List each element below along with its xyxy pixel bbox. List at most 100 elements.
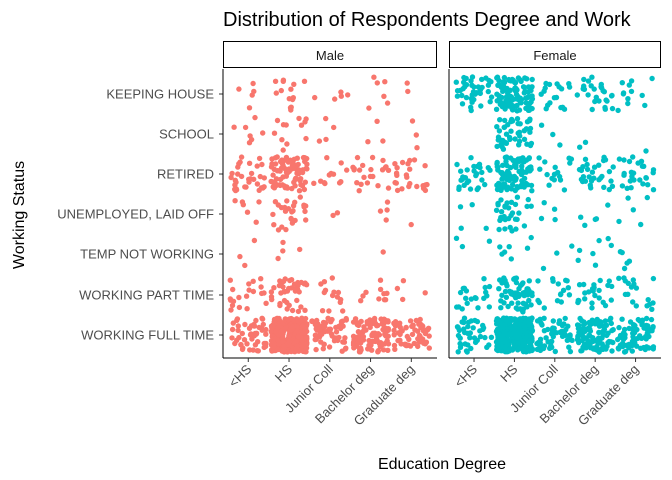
data-point: [503, 294, 510, 300]
data-point: [626, 82, 632, 88]
data-point: [465, 319, 472, 325]
data-point: [368, 166, 374, 173]
data-point: [628, 284, 635, 290]
data-point: [372, 338, 379, 345]
data-point: [471, 163, 477, 170]
data-point: [377, 277, 384, 283]
data-point: [230, 286, 236, 293]
y-tick-label: TEMP NOT WORKING: [80, 247, 214, 262]
data-point: [566, 344, 572, 350]
data-point: [502, 154, 509, 161]
data-point: [471, 335, 478, 341]
data-point: [228, 307, 234, 313]
data-point: [365, 139, 371, 145]
data-point: [260, 130, 266, 136]
data-point: [385, 347, 391, 353]
data-point: [494, 326, 501, 332]
data-point: [279, 338, 286, 345]
data-point: [228, 174, 234, 181]
data-point: [519, 346, 526, 353]
data-point: [246, 105, 253, 111]
data-point: [301, 78, 308, 85]
data-point: [322, 180, 328, 187]
data-point: [229, 170, 235, 177]
data-point: [303, 341, 309, 347]
data-point: [250, 80, 256, 87]
data-point: [414, 183, 420, 190]
data-point: [461, 326, 467, 332]
data-point: [270, 211, 276, 218]
data-point: [544, 171, 550, 178]
data-point: [526, 278, 532, 284]
data-point: [500, 137, 506, 144]
data-point: [650, 187, 657, 193]
chart-title: Distribution of Respondents Degree and W…: [223, 9, 632, 31]
data-point: [280, 147, 286, 153]
data-point: [377, 208, 384, 214]
data-point: [419, 322, 425, 329]
y-tick-label: UNEMPLOYED, LAID OFF: [57, 207, 214, 222]
data-point: [633, 285, 640, 291]
data-point: [554, 81, 560, 87]
data-point: [499, 292, 505, 298]
data-point: [287, 277, 293, 284]
data-point: [283, 169, 290, 175]
data-point: [335, 289, 342, 296]
data-point: [316, 138, 323, 144]
data-point: [575, 297, 581, 304]
data-point: [529, 76, 535, 83]
data-point: [361, 324, 367, 330]
data-point: [231, 124, 237, 130]
data-point: [375, 322, 381, 329]
data-point: [551, 325, 557, 331]
data-point: [578, 214, 584, 220]
data-point: [415, 343, 421, 350]
data-point: [486, 342, 492, 348]
data-point: [328, 170, 334, 177]
data-point: [469, 99, 475, 105]
data-point: [592, 292, 598, 299]
data-point: [577, 332, 583, 338]
data-point: [242, 124, 249, 131]
data-point: [272, 199, 279, 205]
data-point: [242, 184, 248, 190]
data-point: [312, 94, 318, 101]
data-point: [596, 323, 603, 329]
data-point: [253, 219, 259, 225]
data-point: [480, 325, 487, 331]
data-point: [617, 249, 624, 255]
data-point: [259, 316, 266, 322]
data-point: [410, 322, 416, 328]
data-point: [500, 215, 507, 222]
data-point: [312, 332, 319, 338]
data-point: [371, 74, 377, 80]
data-point: [404, 80, 410, 86]
data-point: [297, 194, 303, 200]
data-point: [552, 216, 558, 223]
data-point: [360, 293, 366, 299]
data-point: [283, 122, 289, 128]
data-point: [514, 335, 520, 341]
data-point: [629, 326, 635, 332]
data-point: [582, 328, 588, 334]
data-point: [304, 155, 310, 162]
data-point: [291, 179, 297, 185]
data-point: [411, 157, 418, 163]
data-point: [483, 225, 489, 231]
data-point: [616, 324, 622, 331]
data-point: [479, 177, 485, 183]
data-point: [559, 328, 565, 334]
data-point: [279, 137, 285, 143]
data-point: [508, 94, 515, 100]
data-point: [591, 285, 597, 291]
data-point: [380, 249, 386, 255]
data-point: [403, 172, 410, 178]
data-point: [504, 283, 510, 289]
data-point: [643, 175, 649, 181]
data-point: [596, 98, 602, 104]
data-point: [261, 290, 267, 296]
data-point: [422, 341, 428, 347]
data-point: [280, 239, 286, 246]
data-point: [468, 107, 474, 114]
data-point: [302, 307, 308, 313]
